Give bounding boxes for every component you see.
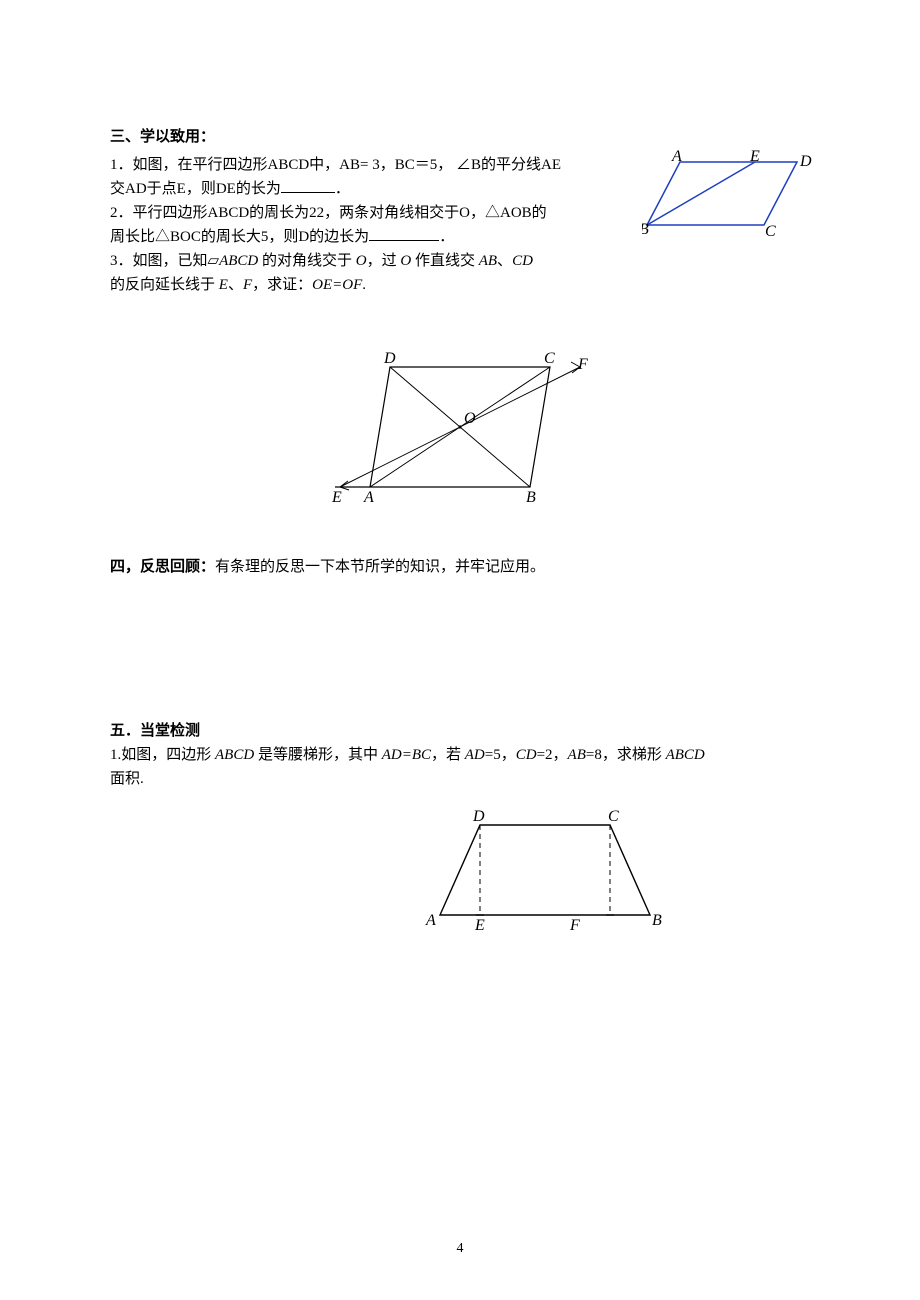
svg-text:F: F [569, 917, 580, 934]
q3-t8: AB [479, 253, 497, 269]
q1-line2: 交AD于点E，则DE的长为 [110, 181, 281, 197]
trapezoid-svg: D C A E F B [420, 805, 680, 935]
q3-t3: 的对角线交于 [258, 253, 356, 269]
q2-tail: ． [439, 229, 454, 245]
svg-text:D: D [383, 350, 396, 367]
s5-t12: ABCD [666, 747, 705, 763]
s5-t6: AD [465, 747, 485, 763]
svg-text:B: B [642, 221, 649, 238]
q2-blank [369, 225, 439, 241]
svg-text:B: B [652, 912, 662, 929]
section-4-text: 有条理的反思一下本节所学的知识，并牢记应用。 [215, 559, 545, 575]
q3-t5: ，过 [367, 253, 401, 269]
svg-text:O: O [464, 410, 476, 427]
q3-t6: O [400, 253, 411, 269]
section-5: 五．当堂检测 1.如图，四边形 ABCD 是等腰梯形，其中 AD=BC，若 AD… [110, 719, 810, 791]
section-5-heading: 五．当堂检测 [110, 719, 810, 743]
parallelogram-symbol: ▱ [208, 253, 220, 269]
page-container: 三、学以致用： 1．如图，在平行四边形ABCD中，AB= 3，BC＝5， ∠B的… [0, 0, 920, 1300]
s5-t10: AB [568, 747, 586, 763]
s5-t2: ABCD [215, 747, 254, 763]
q3-t12: E [219, 277, 228, 293]
q3-t7: 作直线交 [411, 253, 479, 269]
q1-line1: 1．如图，在平行四边形ABCD中，AB= 3，BC＝5， ∠B的平分线AE [110, 157, 561, 173]
s5-t4: AD=BC [382, 747, 431, 763]
eof-svg: D C F E A B O [330, 347, 590, 507]
q1-tail: ． [335, 181, 350, 197]
q3-t14: F [243, 277, 252, 293]
q1: 1．如图，在平行四边形ABCD中，AB= 3，BC＝5， ∠B的平分线AE 交A… [110, 153, 610, 201]
svg-text:A: A [671, 150, 682, 165]
q3-t4: O [356, 253, 367, 269]
svg-text:B: B [526, 489, 536, 506]
figure-trapezoid: D C A E F B [290, 805, 810, 943]
q3-t9: 、 [497, 253, 512, 269]
svg-text:D: D [799, 153, 812, 170]
q3-t10: CD [512, 253, 533, 269]
svg-text:D: D [472, 808, 485, 825]
figure-parallelogram-abcd-e: A E D B C [642, 150, 812, 253]
svg-text:F: F [577, 356, 588, 373]
s5-t13: 面积. [110, 771, 144, 787]
q3-t15: ，求证： [252, 277, 312, 293]
q3-t16: OE=OF [312, 277, 362, 293]
q3-t11: 的反向延长线于 [110, 277, 219, 293]
section-3-heading: 三、学以致用： [110, 129, 215, 145]
q2-line2: 周长比△BOC的周长大5，则D的边长为 [110, 229, 369, 245]
q2-line1: 2．平行四边形ABCD的周长为22，两条对角线相交于O，△AOB的 [110, 205, 547, 221]
s5-t7: =5， [485, 747, 516, 763]
svg-text:C: C [608, 808, 619, 825]
svg-text:A: A [363, 489, 374, 506]
s5-q1: 1.如图，四边形 ABCD 是等腰梯形，其中 AD=BC，若 AD=5，CD=2… [110, 743, 810, 791]
svg-text:E: E [749, 150, 760, 165]
svg-text:C: C [544, 350, 555, 367]
svg-text:E: E [331, 489, 342, 506]
q3-t2: ABCD [219, 253, 258, 269]
section-3: 三、学以致用： [110, 125, 810, 149]
svg-text:C: C [765, 223, 776, 240]
page-number: 4 [0, 1238, 920, 1260]
s5-t5: ，若 [431, 747, 465, 763]
s5-t8: CD [516, 747, 537, 763]
parallelogram-svg: A E D B C [642, 150, 812, 245]
q3: 3．如图，已知▱ABCD 的对角线交于 O，过 O 作直线交 AB、CD 的反向… [110, 249, 810, 297]
s5-t11: =8，求梯形 [586, 747, 666, 763]
s5-t9: =2， [537, 747, 568, 763]
section-4: 四，反思回顾：有条理的反思一下本节所学的知识，并牢记应用。 [110, 555, 810, 579]
svg-text:E: E [474, 917, 485, 934]
q2: 2．平行四边形ABCD的周长为22，两条对角线相交于O，△AOB的 周长比△BO… [110, 201, 610, 249]
s5-t3: 是等腰梯形，其中 [254, 747, 382, 763]
q1-blank [281, 177, 335, 193]
s5-t1: 1.如图，四边形 [110, 747, 215, 763]
section-4-heading: 四，反思回顾： [110, 559, 215, 575]
q3-t1: 3．如图，已知 [110, 253, 208, 269]
figure-eof: D C F E A B O [110, 347, 810, 515]
svg-text:A: A [425, 912, 436, 929]
q3-t17: . [362, 277, 366, 293]
q3-t13: 、 [228, 277, 243, 293]
